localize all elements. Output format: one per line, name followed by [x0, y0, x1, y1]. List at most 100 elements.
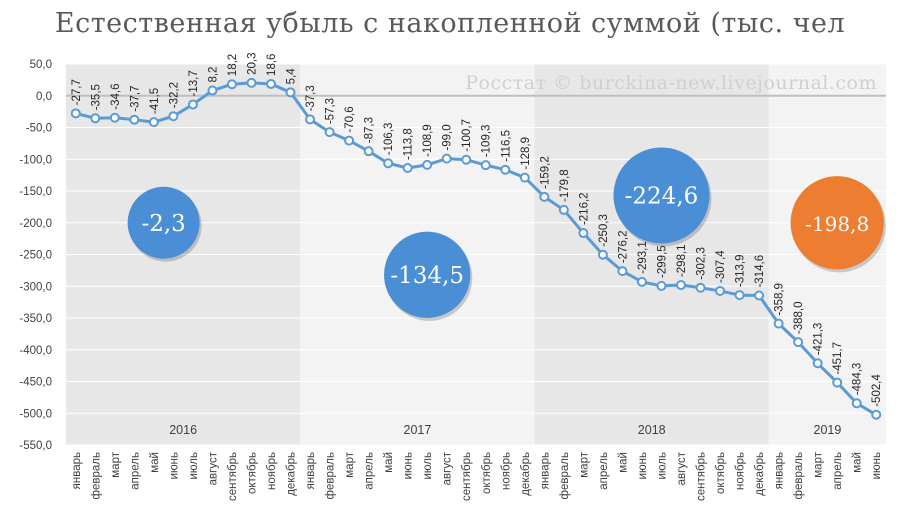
- data-label: -99,0: [442, 124, 454, 150]
- x-tick-label: январь: [774, 452, 786, 489]
- data-point: [187, 99, 198, 110]
- data-point: [754, 290, 765, 301]
- data-label: -100,7: [461, 119, 473, 152]
- year-total-bubble-2016: [127, 186, 200, 259]
- data-label: -250,3: [598, 214, 610, 247]
- data-label: 8,2: [207, 67, 219, 83]
- data-point: [636, 276, 647, 287]
- data-point: [676, 280, 686, 291]
- data-point: [246, 77, 257, 88]
- data-point: [578, 228, 589, 239]
- data-label: -179,8: [559, 169, 571, 202]
- y-tick-label: -50,0: [26, 123, 52, 135]
- data-point: [363, 146, 374, 157]
- data-label: -128,9: [520, 137, 532, 170]
- data-label: -27,7: [71, 79, 83, 105]
- data-label: 5,4: [286, 68, 298, 85]
- data-label: -216,2: [578, 192, 590, 225]
- year-total-label-2018: -224,6: [625, 183, 699, 209]
- y-tick-label: 0,0: [36, 91, 52, 103]
- x-tick-label: март: [813, 451, 825, 477]
- data-label: -70,6: [344, 106, 356, 132]
- data-point: [539, 191, 550, 202]
- x-tick-label: ноябрь: [735, 452, 747, 490]
- data-point: [656, 280, 667, 291]
- x-tick-label: июль: [656, 452, 668, 480]
- data-point: [305, 114, 316, 125]
- year-label-2018: 2018: [638, 423, 666, 437]
- x-tick-label: март: [110, 451, 122, 477]
- year-total-label-2016: -2,3: [141, 211, 185, 237]
- x-tick-label: апрель: [598, 452, 610, 490]
- data-label: -13,7: [188, 70, 200, 96]
- data-label: 20,3: [246, 52, 258, 74]
- data-label: -358,9: [774, 283, 786, 316]
- data-label: -34,6: [110, 84, 122, 110]
- x-tick-label: август: [207, 451, 219, 485]
- data-point: [734, 290, 745, 301]
- y-tick-label: -300,0: [19, 281, 52, 293]
- data-point: [344, 135, 355, 146]
- x-tick-label: ноябрь: [266, 452, 278, 490]
- x-tick-label: июнь: [637, 452, 649, 479]
- data-point: [402, 163, 413, 174]
- data-label: -293,1: [637, 241, 649, 274]
- data-label: -299,5: [656, 245, 668, 278]
- x-tick-label: август: [442, 451, 454, 485]
- data-label: -302,3: [696, 247, 708, 280]
- x-tick-label: февраль: [90, 452, 102, 499]
- data-point: [266, 78, 276, 89]
- data-point: [70, 108, 81, 119]
- year-total-bubble-2018: [613, 147, 710, 244]
- y-tick-label: -450,0: [19, 377, 52, 389]
- x-tick-label: май: [149, 452, 161, 473]
- y-tick-label: -400,0: [19, 345, 52, 357]
- data-label: 18,2: [227, 54, 239, 76]
- x-tick-label: апрель: [129, 452, 141, 490]
- x-tick-label: июнь: [403, 452, 415, 479]
- data-point: [793, 337, 804, 348]
- x-tick-label: июнь: [168, 452, 180, 479]
- data-label: -451,7: [832, 342, 844, 375]
- x-tick-label: июнь: [871, 452, 883, 479]
- x-tick-label: сентябрь: [227, 452, 239, 501]
- year-label-2019: 2019: [814, 423, 842, 437]
- x-tick-label: февраль: [793, 452, 805, 499]
- data-label: -314,6: [754, 255, 766, 288]
- x-tick-label: январь: [539, 452, 551, 489]
- x-tick-label: май: [852, 452, 864, 473]
- data-point: [851, 398, 862, 409]
- y-tick-label: -350,0: [19, 313, 52, 325]
- year-label-2016: 2016: [169, 423, 197, 437]
- year-total-bubble-2019: [790, 176, 884, 270]
- x-tick-label: октябрь: [481, 452, 493, 494]
- data-label: -276,2: [617, 231, 629, 264]
- x-tick-label: декабрь: [520, 452, 532, 496]
- data-label: -37,3: [305, 85, 317, 111]
- x-tick-label: июль: [188, 452, 200, 480]
- data-point: [617, 266, 628, 277]
- data-point: [773, 318, 784, 329]
- x-tick-label: октябрь: [715, 452, 727, 494]
- data-point: [812, 358, 823, 369]
- data-point: [207, 85, 218, 96]
- x-tick-label: сентябрь: [461, 452, 473, 501]
- x-tick-label: февраль: [325, 452, 337, 499]
- data-label: -108,9: [422, 124, 434, 157]
- data-label: -32,2: [168, 82, 180, 108]
- data-label: -159,2: [539, 156, 551, 189]
- y-tick-label: -150,0: [19, 186, 52, 198]
- x-tick-label: октябрь: [246, 452, 258, 494]
- x-tick-label: май: [617, 452, 629, 473]
- data-label: -109,3: [481, 125, 493, 158]
- data-point: [519, 172, 530, 183]
- y-tick-label: -100,0: [19, 154, 52, 166]
- y-tick-label: -500,0: [19, 408, 52, 420]
- data-label: -87,3: [364, 117, 376, 143]
- data-label: -37,7: [129, 85, 141, 111]
- y-tick-label: -200,0: [19, 218, 52, 230]
- data-label: -116,5: [500, 130, 512, 162]
- watermark-text: Росстат © burckina-new.livejournal.com: [465, 72, 877, 94]
- x-tick-label: май: [383, 452, 395, 473]
